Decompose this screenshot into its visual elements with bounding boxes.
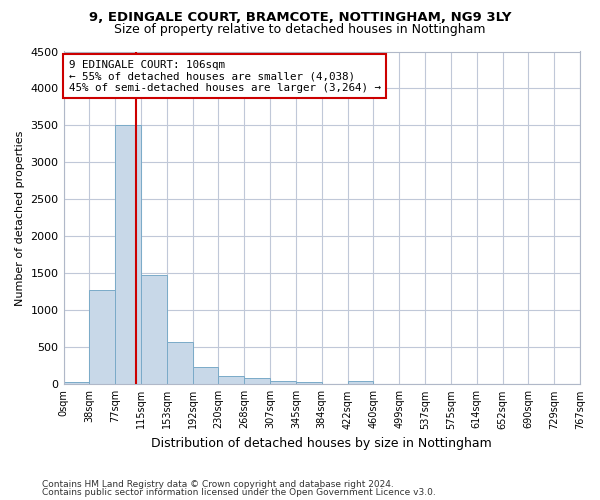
Bar	[218, 376, 244, 384]
Bar	[115, 126, 141, 384]
Bar	[193, 366, 218, 384]
Bar	[89, 290, 115, 384]
Bar	[167, 342, 193, 384]
Bar	[296, 382, 322, 384]
Text: 9 EDINGALE COURT: 106sqm
← 55% of detached houses are smaller (4,038)
45% of sem: 9 EDINGALE COURT: 106sqm ← 55% of detach…	[69, 60, 381, 93]
Text: Contains HM Land Registry data © Crown copyright and database right 2024.: Contains HM Land Registry data © Crown c…	[42, 480, 394, 489]
Bar	[141, 275, 167, 384]
Bar	[64, 382, 89, 384]
Text: Contains public sector information licensed under the Open Government Licence v3: Contains public sector information licen…	[42, 488, 436, 497]
Text: 9, EDINGALE COURT, BRAMCOTE, NOTTINGHAM, NG9 3LY: 9, EDINGALE COURT, BRAMCOTE, NOTTINGHAM,…	[89, 11, 511, 24]
Bar	[347, 380, 373, 384]
Bar	[270, 380, 296, 384]
Y-axis label: Number of detached properties: Number of detached properties	[15, 130, 25, 306]
Bar	[244, 378, 270, 384]
Text: Size of property relative to detached houses in Nottingham: Size of property relative to detached ho…	[114, 22, 486, 36]
X-axis label: Distribution of detached houses by size in Nottingham: Distribution of detached houses by size …	[151, 437, 492, 450]
